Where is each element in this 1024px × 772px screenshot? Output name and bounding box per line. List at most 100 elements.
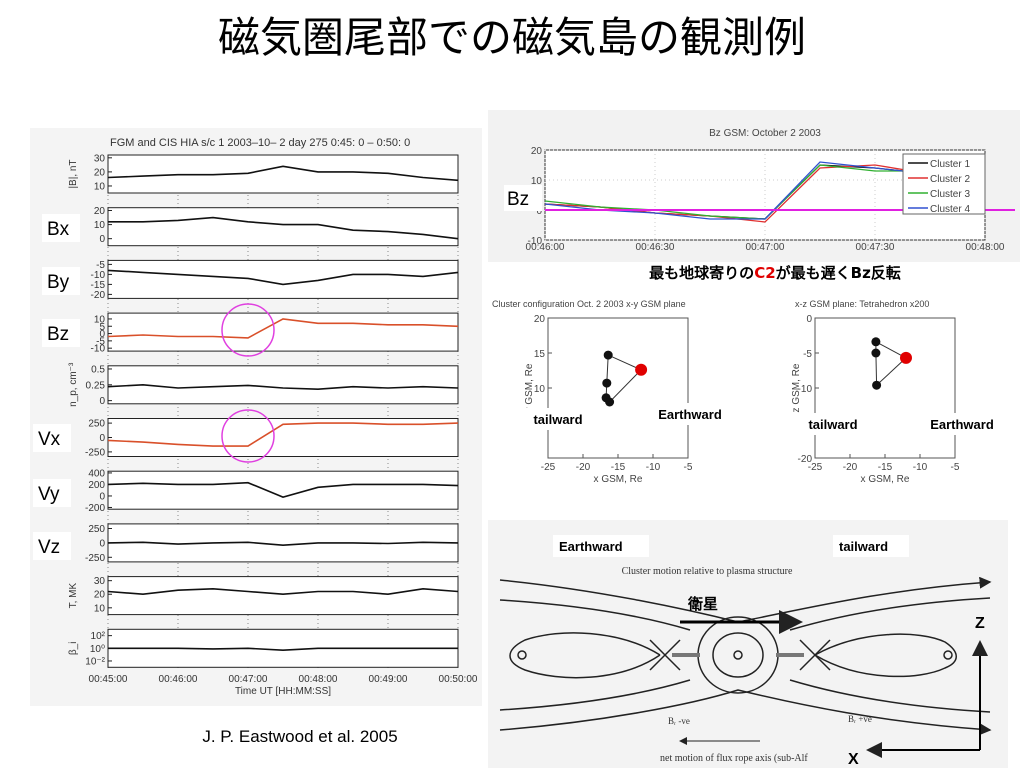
y-axis-label: y GSM, Re [524,363,535,412]
diagram-label: tailward [839,539,888,554]
spacecraft-point [602,378,612,388]
x-tick-label: 00:48:00 [966,242,1005,253]
diagram-note: Bᵣ -ve [668,716,690,726]
x-tick-label: -20 [576,462,591,473]
x-tick-label: -5 [684,462,693,473]
y-axis-label: β_i [68,642,79,656]
satellite-label: 衛星 [687,595,718,613]
trace [107,541,459,547]
diagram-note: Bᵣ +ve [848,714,872,724]
spacecraft-point [605,397,615,407]
y-tick-label: 5 [99,322,105,333]
y-tick-label: 10 [94,603,106,614]
component-label: By [47,272,70,293]
diagram-bg [488,520,1008,768]
y-tick-label: 0 [99,396,105,407]
direction-label: tailward [808,417,857,432]
y-tick-label: 0 [99,433,105,444]
spacecraft-point [900,351,912,364]
y-tick-label: 10 [94,314,106,325]
y-tick-label: 0 [99,329,105,340]
x-axis-label: x GSM, Re [594,474,643,485]
y-tick-label: 0.25 [86,380,106,391]
label-box [795,413,871,435]
tetrahedron-edge [876,357,907,386]
y-tick-label: 20 [94,590,106,601]
x-axis-label: x GSM, Re [861,474,910,485]
legend-box [902,153,986,215]
config-title: Cluster configuration Oct. 2 2003 x-y GS… [492,299,686,309]
y-tick-label: 0 [806,314,812,325]
label-box [33,424,71,452]
y-tick-label: 20 [94,206,106,217]
label-box [553,535,649,557]
y-tick-label: 30 [94,576,106,587]
spacecraft-point [872,380,882,390]
y-tick-label: -20 [798,454,813,465]
diagram-caption: Cluster motion relative to plasma struct… [622,566,793,577]
y-tick-label: 10 [94,181,106,192]
spacecraft-point [871,348,881,358]
x-tick-label: 00:46:00 [526,242,565,253]
y-tick-label: 20 [531,146,543,157]
y-tick-label: 20 [534,314,546,325]
y-tick-label: 0.5 [91,364,105,375]
x-tick-label: 00:49:00 [369,674,408,685]
y-tick-label: 10 [94,220,106,231]
axis-label: X [848,751,859,768]
y-tick-label: 10⁻² [85,656,105,667]
x-axis-label: Time UT [HH:MM:SS] [235,686,331,697]
component-label: Vx [38,429,61,450]
y-tick-label: -15 [91,280,106,291]
y-tick-label: 0 [99,491,105,502]
x-tick-label: 00:47:00 [746,242,785,253]
label-box [833,535,909,557]
y-tick-label: -5 [96,336,105,347]
y-axis-label: |B|, nT [68,159,79,188]
flux-rope-diagram [499,576,992,758]
component-label: Bx [47,219,70,240]
trace [107,383,459,391]
x-tick-label: 00:45:00 [89,674,128,685]
x-tick-label: 00:46:00 [159,674,198,685]
x-tick-label: -25 [808,462,823,473]
x-tick-label: -15 [878,462,893,473]
y-tick-label: 10 [534,384,546,395]
legend-label: Cluster 3 [930,189,970,200]
component-label: Bz [47,324,69,345]
bz-label: Bz [507,189,529,210]
y-tick-label: -10 [798,384,813,395]
highlight-circle [221,303,275,357]
x-tick-label: -5 [951,462,960,473]
label-box [504,185,542,211]
trace [108,216,459,240]
x-tick-label: -20 [843,462,858,473]
config-frame [547,317,689,459]
y-tick-label: 10 [531,176,543,187]
axis-label: Z [975,615,985,632]
panel-frame [107,154,459,194]
y-tick-label: -10 [91,270,106,281]
caption-part: C2 [754,264,775,282]
x-tick-label: 00:48:00 [299,674,338,685]
label-box [42,214,80,242]
y-axis-label: T, MK [68,582,79,608]
y-tick-label: -10 [528,236,543,247]
config-frame [814,317,956,459]
bz-plot-title: Bz GSM: October 2 2003 [709,128,821,139]
label-box [42,319,80,347]
panel-frame [107,207,459,247]
direction-label: tailward [533,412,582,427]
direction-label: Earthward [930,417,994,432]
trace [107,318,459,339]
component-label: Vz [38,537,60,558]
tetrahedron-edge [607,354,642,371]
x-tick-label: 00:47:30 [856,242,895,253]
y-tick-label: -10 [91,344,106,355]
legend-label: Cluster 2 [930,174,970,185]
direction-label: Earthward [658,407,722,422]
spacecraft-point [603,350,613,360]
spacecraft-point [635,363,648,376]
